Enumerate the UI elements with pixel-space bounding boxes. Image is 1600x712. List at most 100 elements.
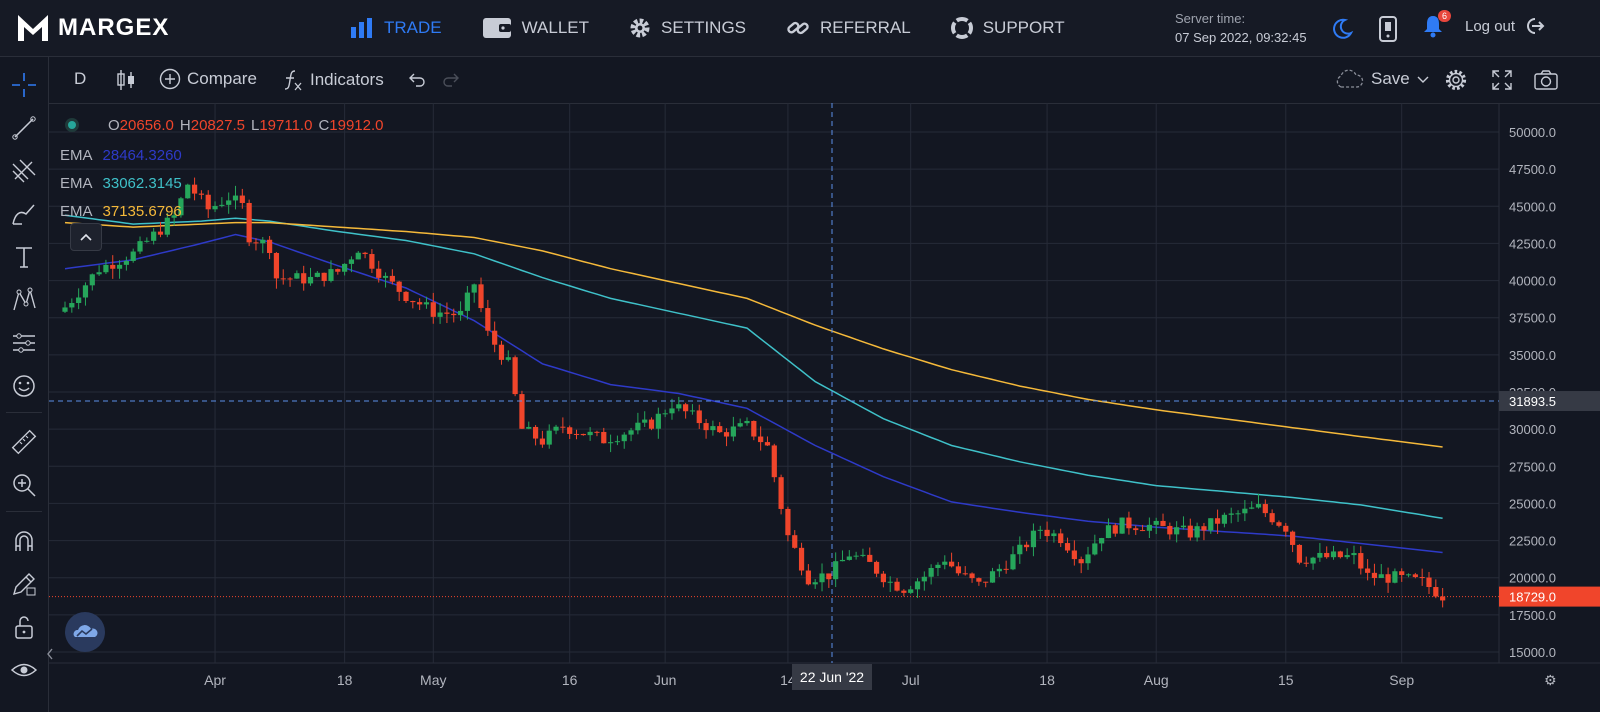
candle-body xyxy=(423,302,430,305)
trendline-tool[interactable] xyxy=(8,112,40,144)
chart-settings-icon[interactable] xyxy=(1443,67,1469,93)
price-tick-label: 50000.0 xyxy=(1509,125,1556,140)
stay-drawing-tool[interactable] xyxy=(8,568,40,600)
logout-button[interactable]: Log out xyxy=(1465,16,1545,36)
axis-labels: 18729.0 31893.5 22 Jun '22 xyxy=(792,391,1600,690)
header-icons: 6 xyxy=(1330,10,1451,43)
bell-icon xyxy=(1424,16,1442,38)
candle-body xyxy=(342,263,348,272)
pattern-tool[interactable] xyxy=(8,284,40,316)
close-label: C xyxy=(318,116,330,134)
candle-body xyxy=(1399,571,1405,576)
candles-icon[interactable] xyxy=(115,68,137,92)
interval-button[interactable]: D xyxy=(74,69,87,88)
lock-tool[interactable] xyxy=(8,611,40,643)
nav-settings[interactable]: SETTINGS xyxy=(629,17,746,39)
candle-body xyxy=(1228,513,1234,515)
price-chart[interactable]: 50000.0 47500.0 45000.0 42500.0 40000.0 37500… xyxy=(49,103,1600,712)
candle-body xyxy=(1214,518,1221,524)
pitchfork-icon xyxy=(12,159,36,183)
crosshair-tool[interactable] xyxy=(8,69,40,101)
candle-body xyxy=(267,239,273,253)
candle-body xyxy=(389,275,395,282)
candle-body xyxy=(703,423,709,431)
nav-wallet[interactable]: WALLET xyxy=(482,17,589,39)
zoom-tool[interactable] xyxy=(8,469,40,501)
candle-body xyxy=(505,357,511,360)
ema-3-value: 37135.6796 xyxy=(102,203,182,220)
candle-body xyxy=(676,404,682,409)
toolbar-divider xyxy=(6,511,42,512)
candle-body xyxy=(123,260,129,265)
pencil-lock-icon xyxy=(12,573,36,596)
magnet-tool[interactable] xyxy=(8,525,40,557)
candle-body xyxy=(301,273,307,284)
pattern-icon xyxy=(13,287,36,311)
ohlc-legend: O 20656.0 H 20827.5 L 19711.0 C 19912.0 xyxy=(60,114,384,136)
fullscreen-icon[interactable] xyxy=(1490,68,1514,92)
legend-collapse-button[interactable] xyxy=(70,223,102,251)
drawing-toolbar xyxy=(0,57,49,712)
measure-tool[interactable] xyxy=(8,426,40,458)
save-button[interactable]: Save xyxy=(1333,68,1430,90)
candle-body xyxy=(955,566,962,574)
candle-body xyxy=(1317,552,1323,558)
price-tick-label: 15000.0 xyxy=(1509,645,1556,660)
candle-body xyxy=(151,231,157,241)
candle-body xyxy=(1153,520,1159,525)
candle-body xyxy=(457,310,464,316)
candle-body xyxy=(62,307,68,312)
candle-body xyxy=(1249,507,1255,509)
candle-body xyxy=(1119,517,1125,534)
candle-body xyxy=(778,477,784,509)
candle-body xyxy=(519,394,525,429)
price-tick-label: 45000.0 xyxy=(1509,199,1556,214)
candle-body xyxy=(785,508,791,536)
nav-support-label: SUPPORT xyxy=(982,18,1065,37)
pitchfork-tool[interactable] xyxy=(8,155,40,187)
candle-body xyxy=(1030,530,1037,548)
ema-legend-1[interactable]: EMA 28464.3260 xyxy=(60,142,384,170)
prediction-tool[interactable] xyxy=(8,327,40,359)
mobile-app-icon[interactable] xyxy=(1378,15,1398,42)
price-axis[interactable]: 50000.0 47500.0 45000.0 42500.0 40000.0 37500… xyxy=(1509,125,1556,660)
compare-button[interactable]: Compare xyxy=(159,68,257,90)
ema-line-1 xyxy=(64,233,1443,554)
candle-body xyxy=(635,422,641,431)
candle-body xyxy=(812,582,818,585)
nav-support[interactable]: SUPPORT xyxy=(950,17,1065,39)
collapse-sidebar-icon[interactable] xyxy=(45,644,55,664)
price-tick-label: 30000.0 xyxy=(1509,422,1556,437)
redo-icon[interactable] xyxy=(441,70,461,90)
brush-tool[interactable] xyxy=(8,198,40,230)
time-axis[interactable]: Apr 18 May 16 Jun 14 Jul 18 Aug 15 Sep ⚙ xyxy=(204,672,1556,688)
moon-icon[interactable] xyxy=(1330,17,1354,41)
candle-body xyxy=(683,404,689,412)
indicators-button[interactable]: Indicators xyxy=(282,68,384,92)
undo-icon[interactable] xyxy=(407,70,427,90)
candle-body xyxy=(110,264,116,269)
price-tick-label: 17500.0 xyxy=(1509,608,1556,623)
candle-body xyxy=(1392,571,1398,583)
notifications[interactable]: 6 xyxy=(1422,10,1451,43)
nav-referral[interactable]: REFERRAL xyxy=(786,17,911,39)
nav-trade[interactable]: TRADE xyxy=(350,18,442,38)
candle-body xyxy=(826,573,832,580)
time-tick-label: 18 xyxy=(1039,672,1055,688)
ema-legend-3[interactable]: EMA 37135.6796 xyxy=(60,198,384,226)
candle-body xyxy=(82,285,89,298)
candle-body xyxy=(792,535,798,548)
smiley-icon xyxy=(13,375,35,397)
price-tick-label: 47500.0 xyxy=(1509,162,1556,177)
emoji-tool[interactable] xyxy=(8,370,40,402)
visibility-tool[interactable] xyxy=(8,654,40,686)
ema-legend-2[interactable]: EMA 33062.3145 xyxy=(60,170,384,198)
candle-body xyxy=(69,303,75,308)
text-tool[interactable] xyxy=(8,241,40,273)
camera-icon[interactable] xyxy=(1533,68,1559,92)
candle-body xyxy=(976,578,982,582)
ema-lines xyxy=(64,214,1443,554)
tradingview-logo[interactable] xyxy=(65,612,105,652)
candle-body xyxy=(1426,577,1432,588)
margex-logo[interactable]: MARGEX xyxy=(16,12,169,44)
